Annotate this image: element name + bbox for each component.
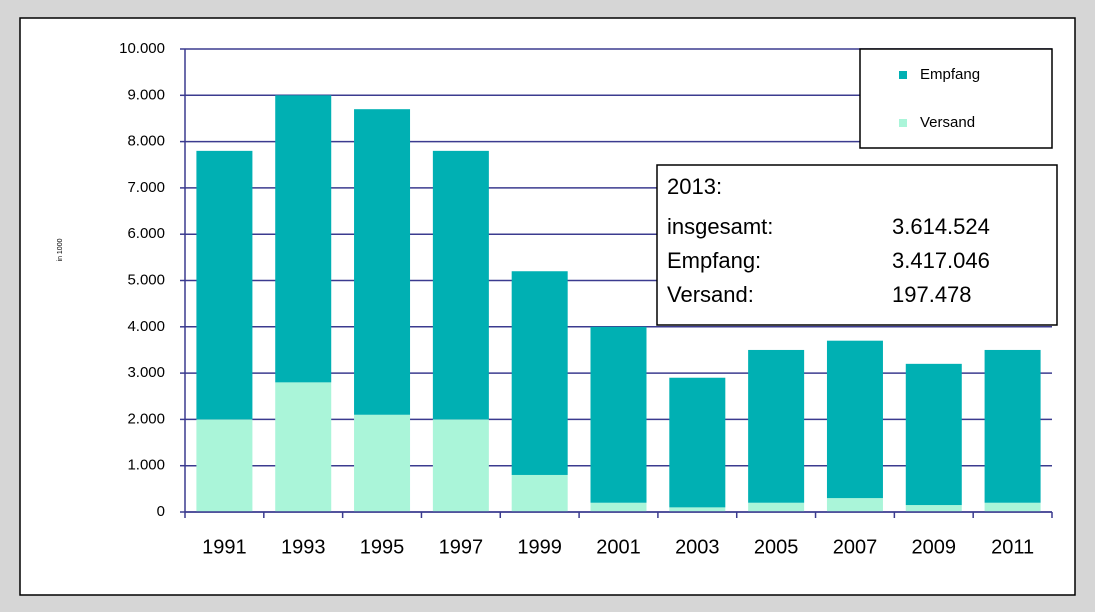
bar-segment [196,419,253,512]
annotation-label: Empfang: [667,248,761,273]
y-tick-label: 5.000 [127,271,165,288]
bar-segment [748,349,805,503]
bar-segment [511,271,568,475]
bar-segment [196,150,253,420]
y-tick-label: 1.000 [127,457,165,474]
bar-segment [511,474,568,512]
bar-segment [590,502,647,512]
legend-swatch [899,119,907,127]
bar-segment [354,109,411,415]
y-tick-label: 2.000 [127,410,165,427]
x-tick-label: 1991 [202,536,247,558]
bar-segment [748,502,805,512]
bar-segment [275,382,332,512]
y-tick-label: 9.000 [127,86,165,103]
bar-segment [432,419,489,512]
bar-segment [432,150,489,420]
bar-segment [590,326,647,503]
annotation-box [656,164,1058,326]
x-tick-label: 1995 [360,536,405,558]
y-tick-label: 4.000 [127,318,165,335]
bar-segment [826,340,883,499]
x-tick-label: 2009 [912,536,957,558]
bar-segment [669,507,726,512]
bar-segment [826,498,883,512]
y-axis-label: in 1000 [57,238,64,261]
legend-label: Empfang [920,66,980,83]
y-tick-label: 3.000 [127,364,165,381]
annotation-title: 2013: [667,174,722,199]
annotation-value: 197.478 [892,282,972,307]
x-tick-label: 1999 [517,536,562,558]
legend-box [859,48,1053,149]
annotation-value: 3.614.524 [892,214,990,239]
bar-segment [669,377,726,508]
bar-segment [984,502,1041,512]
annotation-label: Versand: [667,282,754,307]
x-tick-label: 2001 [596,536,641,558]
x-tick-label: 2007 [833,536,878,558]
x-tick-label: 1993 [281,536,326,558]
legend-swatch [899,71,907,79]
y-tick-label: 7.000 [127,179,165,196]
annotation-label: insgesamt: [667,214,773,239]
y-tick-label: 6.000 [127,225,165,242]
x-tick-label: 1997 [439,536,484,558]
x-tick-label: 2005 [754,536,799,558]
y-tick-label: 8.000 [127,133,165,150]
y-tick-label: 0 [157,503,165,520]
bar-segment [905,505,962,512]
bar-segment [354,414,411,512]
y-tick-label: 10.000 [119,40,165,57]
legend-label: Versand [920,114,975,131]
x-tick-label: 2011 [991,536,1034,558]
bar-segment [984,349,1041,503]
annotation-value: 3.417.046 [892,248,990,273]
bar-segment [905,363,962,506]
bar-segment [275,95,332,383]
x-tick-label: 2003 [675,536,720,558]
